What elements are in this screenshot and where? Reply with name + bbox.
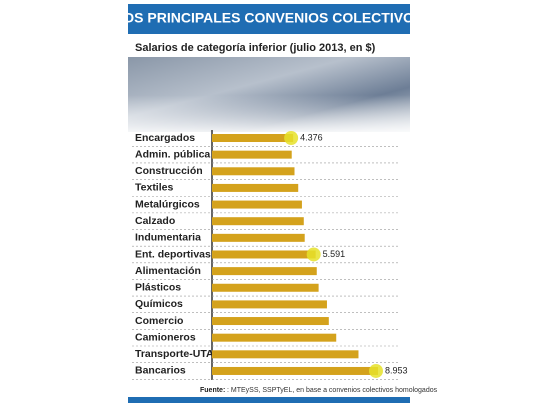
chart-title: LOS PRINCIPALES CONVENIOS COLECTIVOS <box>115 10 424 26</box>
value-label: 4.376 <box>300 132 323 142</box>
value-label: 8.953 <box>385 365 408 375</box>
bar <box>212 366 378 375</box>
category-label: Comercio <box>135 315 183 327</box>
bar <box>212 283 319 292</box>
bar <box>212 300 327 309</box>
bar <box>212 317 329 326</box>
bar <box>212 134 294 142</box>
category-label: Calzado <box>135 215 175 227</box>
source: : MTEySS, SSPTyEL, en base a convenios c… <box>227 387 438 394</box>
category-label: Textiles <box>135 182 173 194</box>
photo-fade <box>128 95 410 132</box>
source-label: Fuente: <box>200 387 225 394</box>
bottom-bar <box>128 397 410 403</box>
highlight <box>369 363 383 378</box>
bar <box>212 350 359 359</box>
category-label: Construcción <box>135 165 203 177</box>
category-label: Transporte-UTA <box>135 348 214 360</box>
category-label: Indumentaria <box>135 232 201 244</box>
category-label: Metalúrgicos <box>135 198 200 210</box>
bar <box>212 250 316 259</box>
category-label: Químicos <box>135 298 183 310</box>
value-label: 5.591 <box>323 249 346 259</box>
subtitle: Salarios de categoría inferior (julio 20… <box>135 42 376 54</box>
category-label: Bancarios <box>135 365 186 377</box>
category-label: Alimentación <box>135 265 201 277</box>
bar <box>212 217 304 226</box>
category-label: Camioneros <box>135 331 196 343</box>
bar <box>212 150 292 159</box>
category-label: Plásticos <box>135 282 181 294</box>
bar <box>212 167 295 176</box>
highlight <box>284 131 299 145</box>
bar <box>212 333 337 342</box>
highlight <box>306 247 321 262</box>
bar <box>212 233 305 242</box>
bar <box>212 200 302 209</box>
bar <box>212 183 299 192</box>
title-bar <box>128 4 410 34</box>
category-label: Ent. deportivas <box>135 248 211 260</box>
bar <box>212 267 317 276</box>
category-label: Admin. pública <box>135 148 210 160</box>
category-label: Encargados <box>135 132 195 144</box>
